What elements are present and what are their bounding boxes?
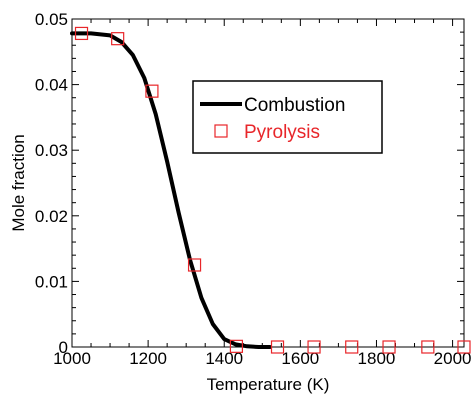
pyrolysis-marker [421, 340, 435, 354]
y-tick-label: 0.04 [35, 76, 68, 95]
x-tick-label: 2000 [434, 349, 472, 368]
pyrolysis-marker [229, 339, 244, 353]
x-tick-label: 1200 [129, 349, 167, 368]
plot-frame [71, 18, 465, 348]
legend-swatch-pyrolysis [214, 124, 228, 138]
pyrolysis-marker [307, 340, 321, 354]
pyrolysis-marker [457, 340, 471, 354]
legend-label-pyrolysis: Pyrolysis [244, 122, 320, 143]
pyrolysis-marker [111, 32, 125, 46]
combustion-line [70, 31, 272, 349]
y-tick-label: 0.05 [35, 10, 68, 29]
axis-ticks [71, 18, 464, 348]
pyrolysis-marker [74, 26, 89, 41]
pyrolysis-marker [270, 340, 285, 354]
y-tick-label: 0.03 [35, 141, 68, 160]
pyrolysis-marker [187, 258, 202, 272]
y-tick-label: 0.01 [35, 272, 68, 291]
x-tick-label: 1800 [358, 349, 396, 368]
x-tick-label: 1000 [53, 349, 91, 368]
pyrolysis-marker [382, 340, 396, 354]
series-layer [70, 26, 471, 354]
y-tick-label: 0.02 [35, 207, 68, 226]
x-tick-label: 1400 [205, 349, 243, 368]
y-tick-label: 0 [59, 338, 68, 357]
pyrolysis-marker [145, 84, 159, 98]
legend: Combustion Pyrolysis [192, 80, 383, 154]
x-axis-title: Temperature (K) [207, 375, 330, 394]
legend-label-combustion: Combustion [244, 95, 345, 116]
tick-labels: 1000 1200 1400 1600 1800 2000 0 0.01 0.02 0.03 0.0… [35, 10, 472, 368]
y-axis-title: Mole fraction [9, 134, 28, 231]
legend-box [192, 80, 383, 154]
x-tick-label: 1600 [281, 349, 319, 368]
pyrolysis-marker [345, 340, 359, 354]
